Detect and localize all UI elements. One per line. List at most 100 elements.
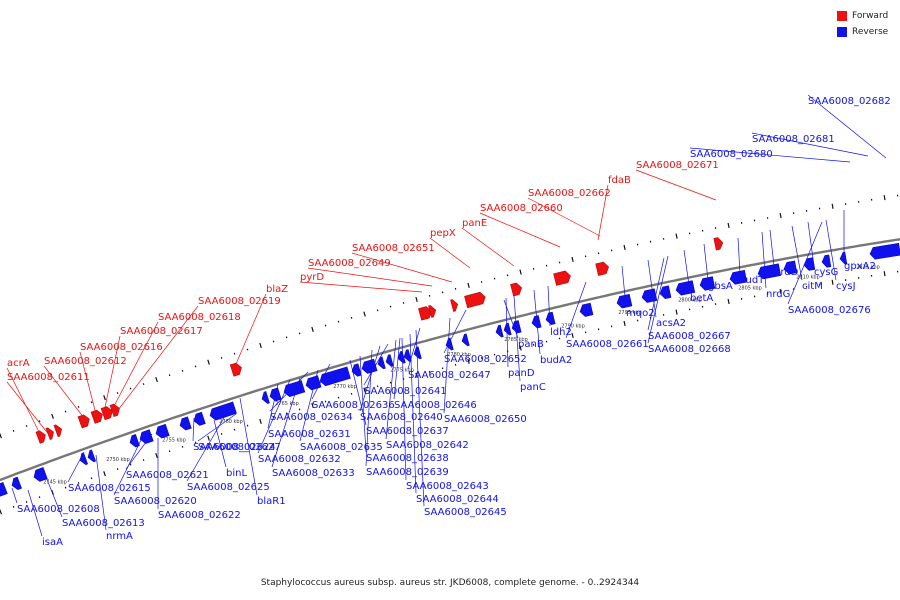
gene-label[interactable]: SAA6008_02633	[272, 468, 355, 479]
reverse-gene[interactable]	[495, 324, 504, 338]
forward-gene[interactable]	[90, 409, 104, 424]
gene-label[interactable]: SAA6008_02682	[808, 96, 891, 107]
gene-label[interactable]: SAA6008_02650	[444, 414, 527, 425]
gene-label[interactable]: SAA6008_02615	[68, 483, 151, 494]
gene-label[interactable]: SAA6008_02637	[366, 426, 449, 437]
gene-label[interactable]: SAA6008_02660	[480, 203, 563, 214]
gene-label[interactable]: SAA6008_02636	[312, 400, 395, 411]
gene-label[interactable]: fdaB	[608, 175, 631, 186]
forward-gene[interactable]	[418, 305, 433, 321]
gene-label[interactable]: SAA6008_02661	[566, 339, 649, 350]
reverse-gene[interactable]	[208, 401, 237, 421]
reverse-gene[interactable]	[659, 285, 672, 300]
gene-label[interactable]: panE	[462, 218, 487, 229]
gene-label[interactable]: SAA6008_02622	[158, 510, 241, 521]
gene-label[interactable]: betA	[690, 293, 713, 304]
reverse-gene[interactable]	[260, 391, 270, 404]
gene-label[interactable]: SAA6008_02618	[158, 312, 241, 323]
gene-label[interactable]: SAA6008_02681	[752, 134, 835, 145]
gene-label[interactable]: ldh2	[550, 327, 572, 338]
gene-label[interactable]: binL	[226, 468, 247, 479]
forward-gene[interactable]	[464, 291, 486, 309]
gene-label[interactable]: cysG	[814, 267, 838, 278]
forward-gene[interactable]	[229, 362, 243, 377]
gene-label[interactable]: SAA6008_02639	[366, 467, 449, 478]
gene-label[interactable]: SAA6008_02662	[528, 188, 611, 199]
gene-label[interactable]: SAA6008_02616	[80, 342, 163, 353]
gene-label[interactable]: pepX	[430, 228, 456, 239]
gene-label[interactable]: SAA6008_02619	[198, 296, 281, 307]
reverse-gene[interactable]	[192, 411, 206, 427]
reverse-gene[interactable]	[396, 350, 406, 364]
gene-label[interactable]: SAA6008_02625	[187, 482, 270, 493]
gene-label[interactable]: SAA6008_02646	[394, 400, 477, 411]
gene-label[interactable]: SAA6008_02634	[270, 412, 353, 423]
gene-label[interactable]: SAA6008_02642	[386, 440, 469, 451]
reverse-gene[interactable]	[138, 429, 154, 445]
reverse-gene[interactable]	[699, 276, 716, 292]
gene-label[interactable]: isaA	[42, 537, 63, 548]
gene-label[interactable]: SAA6008_02680	[690, 149, 773, 160]
reverse-gene[interactable]	[511, 320, 522, 334]
gene-label[interactable]: cysJ	[836, 281, 856, 292]
gene-label[interactable]: blaR1	[257, 496, 286, 507]
gene-label[interactable]: pyrD	[300, 272, 324, 283]
reverse-gene[interactable]	[304, 375, 322, 392]
forward-gene[interactable]	[450, 298, 459, 312]
reverse-gene[interactable]	[616, 293, 633, 309]
forward-gene[interactable]	[77, 413, 91, 429]
reverse-gene[interactable]	[376, 356, 386, 370]
gene-label[interactable]: SAA6008_02644	[416, 494, 499, 505]
forward-gene[interactable]	[53, 423, 64, 438]
gene-label[interactable]: nrdD	[774, 267, 799, 278]
gene-label[interactable]: SAA6008_02667	[648, 331, 731, 342]
gene-label[interactable]: SAA6008_02647	[408, 370, 491, 381]
reverse-gene[interactable]	[821, 254, 832, 268]
reverse-gene[interactable]	[360, 358, 378, 374]
reverse-gene[interactable]	[268, 387, 282, 402]
reverse-gene[interactable]	[579, 302, 594, 317]
gene-label[interactable]: SAA6008_02612	[44, 356, 127, 367]
reverse-gene[interactable]	[384, 354, 394, 368]
reverse-gene[interactable]	[869, 242, 900, 260]
gene-label[interactable]: SAA6008_02643	[406, 481, 489, 492]
forward-gene[interactable]	[35, 429, 48, 444]
gene-label[interactable]: SAA6008_02671	[636, 160, 719, 171]
gene-label[interactable]: SAA6008_02620	[114, 496, 197, 507]
reverse-gene[interactable]	[531, 315, 542, 329]
gene-label[interactable]: budA2	[540, 355, 572, 366]
forward-gene[interactable]	[45, 426, 56, 440]
forward-gene[interactable]	[109, 403, 122, 417]
reverse-gene[interactable]	[154, 423, 170, 439]
gene-label[interactable]: SAA6008_02645	[424, 507, 507, 518]
forward-gene[interactable]	[553, 270, 572, 286]
gene-label[interactable]: SAA6008_02652	[444, 354, 527, 365]
reverse-gene[interactable]	[729, 269, 748, 285]
gene-label[interactable]: SAA6008_02624	[193, 442, 276, 453]
reverse-gene[interactable]	[282, 380, 306, 398]
reverse-gene[interactable]	[783, 260, 798, 275]
gene-label[interactable]: citM	[802, 281, 823, 292]
gene-label[interactable]: blaZ	[266, 284, 288, 295]
gene-label[interactable]: SAA6008_02621	[126, 470, 209, 481]
gene-label[interactable]: nrdG	[766, 289, 790, 300]
reverse-gene[interactable]	[318, 366, 351, 387]
gene-label[interactable]: SAA6008_02676	[788, 305, 871, 316]
gene-label[interactable]: SAA6008_02611	[7, 372, 90, 383]
reverse-gene[interactable]	[32, 467, 48, 482]
gene-label[interactable]: SAA6008_02631	[268, 429, 351, 440]
reverse-gene[interactable]	[803, 257, 816, 272]
gene-label[interactable]: SAA6008_02638	[366, 453, 449, 464]
gene-label[interactable]: gpxA2	[844, 261, 876, 272]
gene-label[interactable]: SAA6008_02632	[258, 454, 341, 465]
gene-label[interactable]: SAA6008_02635	[300, 442, 383, 453]
gene-label[interactable]: panD	[508, 368, 535, 379]
forward-gene[interactable]	[595, 261, 610, 276]
reverse-gene[interactable]	[178, 416, 192, 432]
gene-label[interactable]: panB	[518, 339, 544, 350]
reverse-gene[interactable]	[460, 333, 470, 347]
reverse-gene[interactable]	[350, 363, 362, 378]
forward-gene[interactable]	[510, 282, 524, 297]
gene-label[interactable]: nrmA	[106, 531, 133, 542]
gene-label[interactable]: SAA6008_02651	[352, 243, 435, 254]
